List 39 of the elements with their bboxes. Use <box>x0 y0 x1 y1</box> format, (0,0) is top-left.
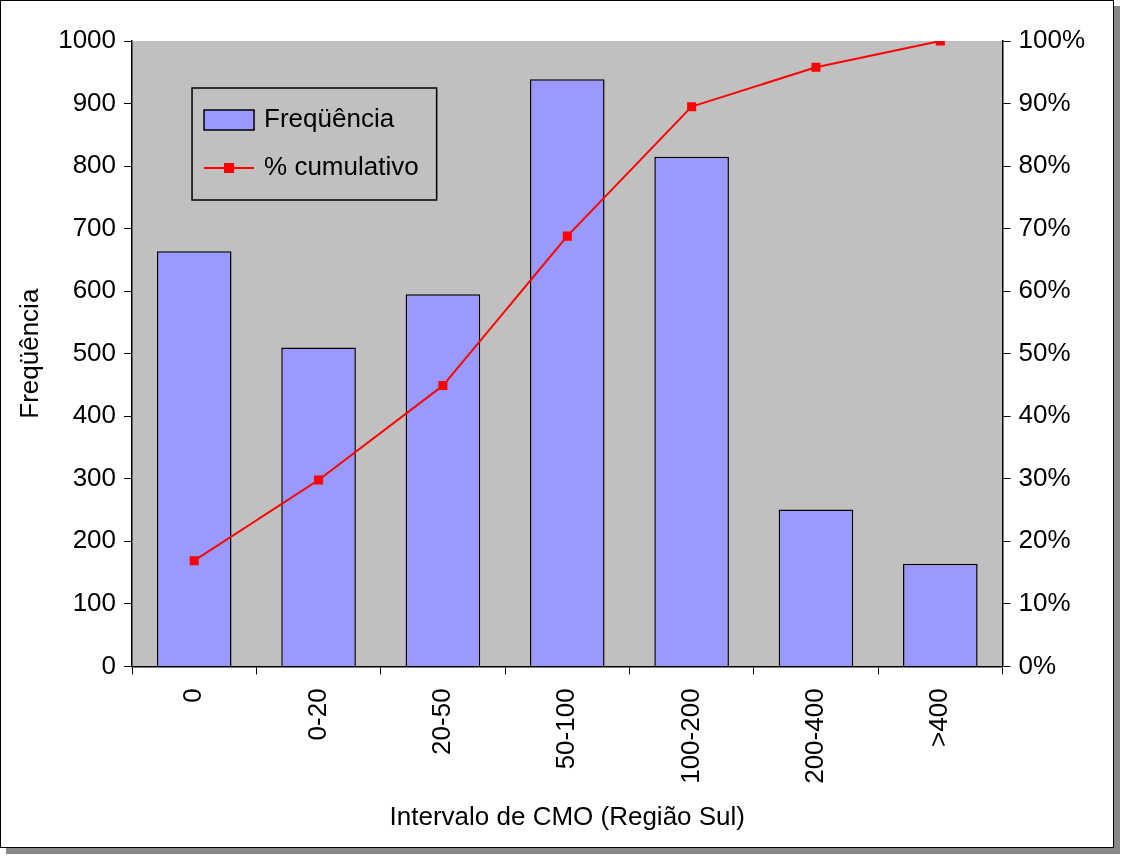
y2-tick-label: 30% <box>1018 461 1071 492</box>
x-tick-label: 0 <box>177 688 208 703</box>
y-tick-label: 400 <box>72 399 117 430</box>
point <box>189 556 199 566</box>
y2-tick-label: 10% <box>1018 587 1071 618</box>
y2-tick-label: 40% <box>1018 399 1071 430</box>
x-tick-label: 20-50 <box>426 688 457 755</box>
y2-tick-label: 50% <box>1018 336 1071 367</box>
y-tick-label: 300 <box>72 461 117 492</box>
x-tick-label: 200-400 <box>799 688 830 784</box>
y2-tick-label: 80% <box>1018 149 1071 180</box>
y-tick-label: 100 <box>72 587 117 618</box>
x-tick-label: 0-20 <box>301 688 332 741</box>
point <box>811 62 821 72</box>
y-axis-title: Freqüência <box>13 288 44 419</box>
y-tick-label: 600 <box>72 274 117 305</box>
x-axis-title: Intervalo de CMO (Região Sul) <box>389 800 746 831</box>
y-tick-label: 200 <box>72 524 117 555</box>
x-tick-label: >400 <box>923 688 954 747</box>
y-tick-label: 500 <box>72 336 117 367</box>
y2-tick-label: 90% <box>1018 86 1071 117</box>
y-tick-label: 900 <box>72 86 117 117</box>
y2-tick-label: 20% <box>1018 524 1071 555</box>
y2-tick-label: 70% <box>1018 211 1071 242</box>
y-tick-label: 800 <box>72 149 117 180</box>
y2-tick-label: 60% <box>1018 274 1071 305</box>
legend-label: % cumulativo <box>264 151 419 182</box>
point <box>438 381 448 391</box>
y-tick-label: 0 <box>101 649 117 680</box>
point <box>562 231 572 241</box>
point <box>687 102 697 112</box>
y2-tick-label: 0% <box>1018 649 1057 680</box>
point <box>314 475 324 485</box>
y-tick-label: 700 <box>72 211 117 242</box>
y-tick-label: 1000 <box>58 24 117 55</box>
y2-tick-label: 100% <box>1018 24 1085 55</box>
x-tick-label: 100-200 <box>674 688 705 784</box>
x-tick-label: 50-100 <box>550 688 581 770</box>
legend-label: Freqüência <box>264 103 395 134</box>
